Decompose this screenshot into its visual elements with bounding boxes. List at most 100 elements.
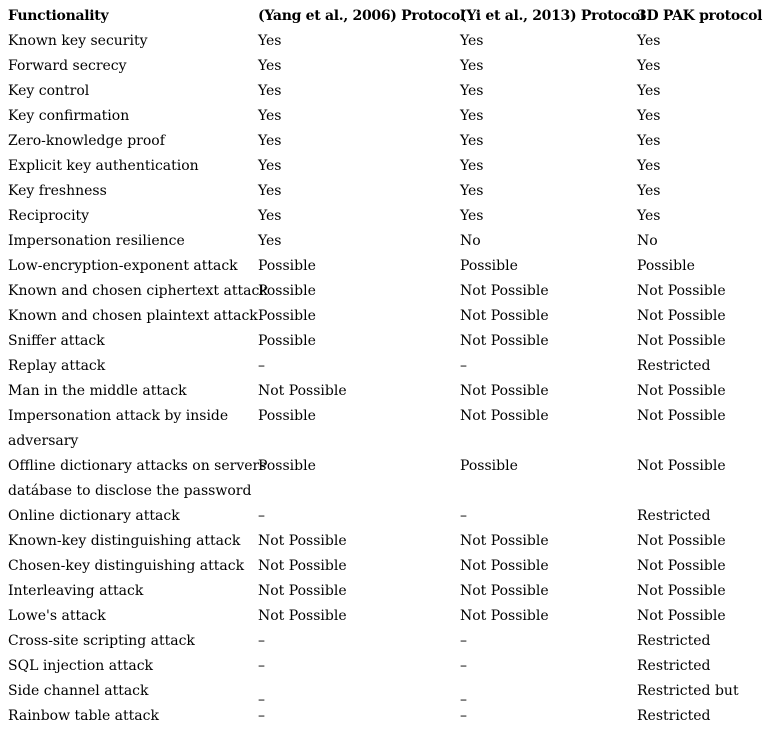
cell-yang-value: –	[258, 679, 460, 708]
cell-pak-value: Yes	[637, 29, 760, 54]
cell-text: Not Possible	[637, 608, 726, 624]
cell-yang-value: Not Possible	[258, 379, 460, 404]
cell-text: –	[460, 633, 467, 649]
cell-yi-value: Not Possible	[460, 329, 637, 354]
cell-yi-value: Possible	[460, 454, 637, 504]
cell-text: Impersonation attack by inside adversary	[8, 408, 229, 449]
cell-yi-value: Yes	[460, 204, 637, 229]
cell-text: Yes	[258, 133, 282, 149]
cell-pak-value: Not Possible	[637, 304, 760, 329]
cell-text: Reciprocity	[8, 208, 90, 224]
table-row: Known key security Yes Yes Yes	[8, 29, 760, 54]
cell-text: Yes	[460, 83, 484, 99]
cell-pak-value: Yes	[637, 179, 760, 204]
cell-yang-value: Possible	[258, 454, 460, 504]
cell-pak-value: Yes	[637, 154, 760, 179]
cell-pak-value: Not Possible	[637, 279, 760, 304]
cell-pak-value: Yes	[637, 204, 760, 229]
cell-text: Not Possible	[460, 558, 549, 574]
cell-yang-value: Possible	[258, 404, 460, 454]
cell-yang-value: Possible	[258, 254, 460, 279]
table-row: Low-encryption-exponent attack Possible Po…	[8, 254, 760, 279]
cell-yi-value: Yes	[460, 29, 637, 54]
cell-text: Yes	[637, 33, 661, 49]
cell-pak-value: Yes	[637, 104, 760, 129]
cell-pak-value: Restricted	[637, 354, 760, 379]
cell-pak-value: Yes	[637, 129, 760, 154]
table-row: Known and chosen plaintext attack Possibl…	[8, 304, 760, 329]
cell-pak-value: Not Possible	[637, 379, 760, 404]
cell-text: Not Possible	[460, 608, 549, 624]
cell-text: –	[460, 692, 467, 708]
cell-yang-value: –	[258, 629, 460, 654]
cell-yang-value: Not Possible	[258, 579, 460, 604]
table-row: Online dictionary attack – – Restricted	[8, 504, 760, 529]
cell-text: Not Possible	[637, 308, 726, 324]
cell-pak-value: No	[637, 229, 760, 254]
cell-text: Not Possible	[460, 308, 549, 324]
cell-text: Not Possible	[637, 458, 726, 474]
cell-yang-value: Yes	[258, 204, 460, 229]
cell-text: Key confirmation	[8, 108, 130, 124]
cell-text: Yes	[258, 58, 282, 74]
cell-pak-value: Not Possible	[637, 604, 760, 629]
cell-text: Yes	[460, 183, 484, 199]
table-row: Man in the middle attack Not Possible Not …	[8, 379, 760, 404]
cell-pak-value: Not Possible	[637, 329, 760, 354]
cell-text: Possible	[258, 408, 316, 424]
cell-pak-value: Restricted but	[637, 679, 760, 704]
cell-yi-value: –	[460, 504, 637, 529]
cell-text: –	[258, 508, 265, 524]
table-row: Key confirmation Yes Yes Yes	[8, 104, 760, 129]
cell-text: Yes	[258, 233, 282, 249]
cell-text: Possible	[258, 258, 316, 274]
cell-text: Key freshness	[8, 183, 107, 199]
cell-text: Yes	[258, 108, 282, 124]
cell-text: Explicit key authentication	[8, 158, 199, 174]
cell-text: Restricted but	[637, 683, 739, 699]
cell-text: –	[460, 358, 467, 374]
cell-text: Interleaving attack	[8, 583, 144, 599]
table-row: Zero-knowledge proof Yes Yes Yes	[8, 129, 760, 154]
row-label: Interleaving attack	[8, 579, 258, 604]
cell-yi-value: No	[460, 229, 637, 254]
row-label: Offline dictionary attacks on servers da…	[8, 454, 266, 504]
cell-text: Possible	[258, 308, 316, 324]
table-row: Impersonation attack by inside adversary…	[8, 404, 760, 454]
row-label: Online dictionary attack	[8, 504, 258, 529]
header-3d-pak-protocol: 3D PAK protocol	[637, 8, 763, 24]
row-label: Replay attack	[8, 354, 258, 379]
cell-text: Yes	[460, 158, 484, 174]
table-row: Chosen-key distinguishing attack Not Poss…	[8, 554, 760, 579]
cell-yang-value: Yes	[258, 154, 460, 179]
cell-text: Impersonation resilience	[8, 233, 185, 249]
cell-yi-value: Yes	[460, 104, 637, 129]
cell-text: Restricted	[637, 658, 711, 674]
cell-text: –	[258, 692, 265, 708]
cell-yi-value: –	[460, 679, 637, 708]
cell-yi-value: Possible	[460, 254, 637, 279]
cell-yang-value: Not Possible	[258, 604, 460, 629]
cell-yang-value: –	[258, 504, 460, 529]
cell-text: No	[460, 233, 481, 249]
header-row: Functionality (Yang et al., 2006) Protoc…	[8, 4, 763, 29]
cell-yang-value: –	[258, 354, 460, 379]
cell-yi-value: –	[460, 354, 637, 379]
row-label: Known key security	[8, 29, 258, 54]
table-row: Known-key distinguishing attack Not Possi…	[8, 529, 760, 554]
table-row: Sniffer attack Possible Not Possible Not Po…	[8, 329, 760, 354]
row-label: Key control	[8, 79, 258, 104]
header-functionality: Functionality	[8, 8, 109, 24]
cell-text: Possible	[258, 283, 316, 299]
row-label: Reciprocity	[8, 204, 258, 229]
cell-text: Known-key distinguishing attack	[8, 533, 241, 549]
cell-pak-value: Restricted	[637, 629, 760, 654]
row-label: Rainbow table attack	[8, 704, 258, 729]
cell-text: –	[460, 508, 467, 524]
cell-text: Key control	[8, 83, 90, 99]
cell-yi-value: –	[460, 654, 637, 679]
cell-text: Yes	[460, 108, 484, 124]
cell-text: Yes	[637, 158, 661, 174]
row-label: Forward secrecy	[8, 54, 258, 79]
cell-yang-value: Possible	[258, 304, 460, 329]
